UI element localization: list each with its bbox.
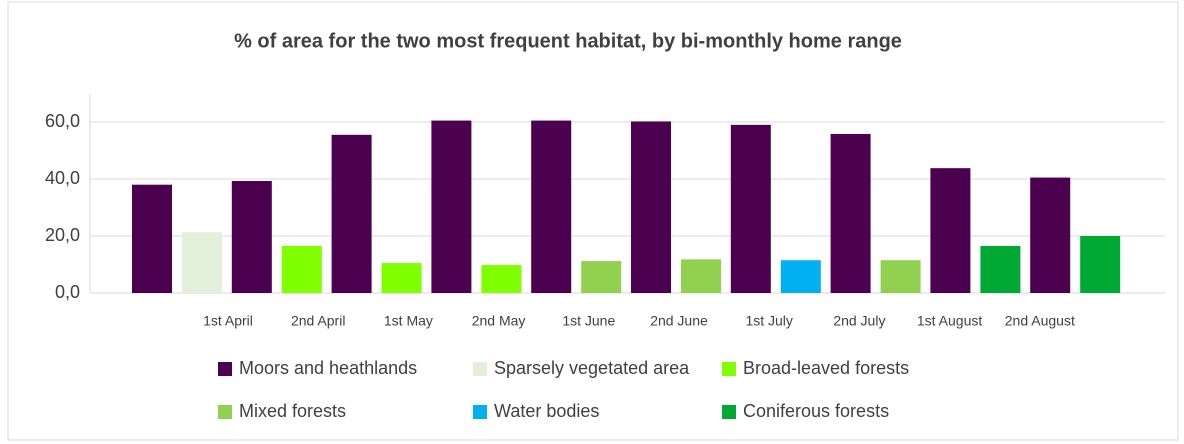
bar	[730, 124, 771, 293]
y-tick-label: 60,0	[45, 111, 80, 131]
x-tick-label: 1st April	[203, 313, 253, 329]
bar	[531, 120, 572, 293]
bar	[481, 265, 522, 293]
bar	[930, 168, 971, 293]
legend-label: Coniferous forests	[743, 401, 889, 421]
bar	[780, 260, 821, 293]
bar	[1030, 177, 1071, 293]
x-tick-label: 1st August	[917, 313, 982, 329]
legend-label: Sparsely vegetated area	[494, 358, 690, 378]
bar	[880, 260, 921, 293]
bar	[281, 245, 322, 293]
legend-swatch	[473, 405, 487, 419]
bar	[231, 180, 272, 293]
y-tick-label: 40,0	[45, 168, 80, 188]
y-tick-label: 0,0	[55, 282, 80, 302]
y-tick-label: 20,0	[45, 225, 80, 245]
x-tick-label: 2nd June	[650, 313, 708, 329]
legend-label: Mixed forests	[239, 401, 346, 421]
bar	[681, 259, 721, 293]
bar	[381, 263, 422, 293]
x-tick-label: 2nd April	[291, 313, 345, 329]
x-tick-label: 2nd July	[833, 313, 885, 329]
legend-swatch	[473, 362, 487, 376]
bar	[331, 134, 372, 293]
chart-title: % of area for the two most frequent habi…	[234, 30, 902, 52]
x-tick-label: 1st June	[562, 313, 615, 329]
x-tick-label: 2nd August	[1005, 313, 1075, 329]
legend-swatch	[722, 405, 736, 419]
bar	[431, 120, 472, 293]
legend-swatch	[218, 405, 232, 419]
bar	[581, 261, 622, 293]
legend-label: Broad-leaved forests	[743, 358, 909, 378]
x-tick-label: 1st July	[745, 313, 792, 329]
legend-label: Moors and heathlands	[239, 358, 417, 378]
bar	[132, 184, 172, 293]
bar	[182, 232, 222, 293]
legend-label: Water bodies	[494, 401, 599, 421]
chart-border	[7, 1, 1179, 441]
bar	[1080, 236, 1121, 293]
bar	[830, 133, 871, 293]
bar	[980, 245, 1021, 293]
x-tick-label: 2nd May	[472, 313, 526, 329]
legend-swatch	[218, 362, 232, 376]
legend-swatch	[722, 362, 736, 376]
x-tick-label: 1st May	[384, 313, 433, 329]
bar	[631, 121, 671, 294]
